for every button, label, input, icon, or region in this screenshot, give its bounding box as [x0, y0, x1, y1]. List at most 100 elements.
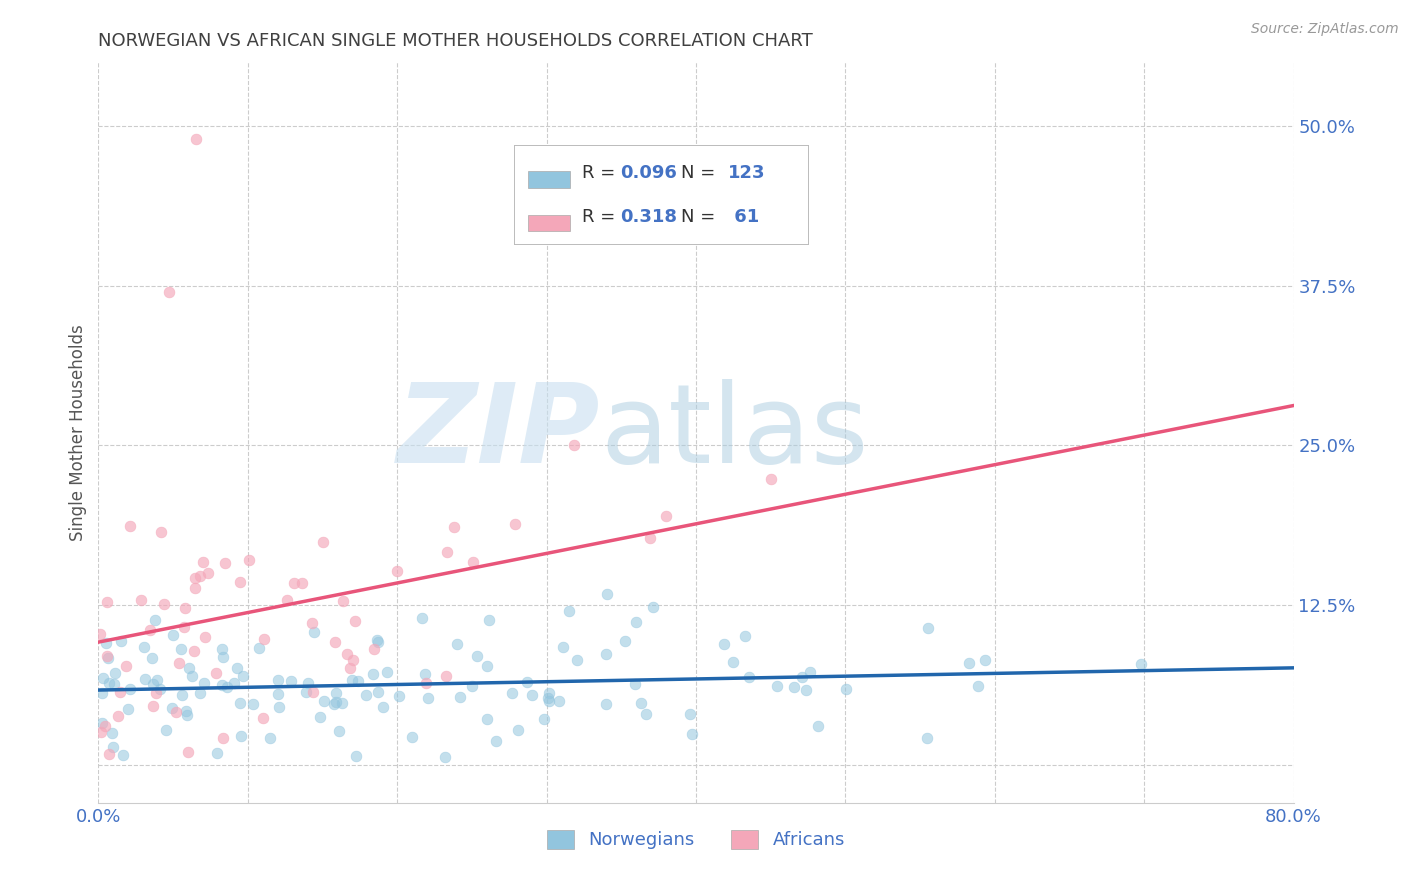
Point: [276, 593, 298, 607]
Point: [120, 518, 142, 533]
Point: [794, 682, 817, 697]
Point: [155, 723, 177, 737]
Point: [90, 715, 112, 730]
Point: [266, 673, 288, 687]
Point: [177, 745, 200, 759]
Point: [139, 623, 162, 637]
Point: [957, 656, 980, 670]
Point: [537, 690, 560, 705]
Point: [94, 636, 117, 650]
Text: Source: ZipAtlas.com: Source: ZipAtlas.com: [1251, 22, 1399, 37]
Point: [170, 642, 193, 657]
Point: [142, 698, 165, 713]
Point: [614, 634, 637, 648]
Point: [280, 673, 302, 688]
Point: [312, 693, 335, 707]
Point: [734, 629, 756, 643]
Point: [533, 713, 555, 727]
Text: atlas: atlas: [600, 379, 869, 486]
Point: [835, 682, 858, 697]
Point: [465, 648, 488, 663]
Point: [562, 438, 585, 452]
Point: [595, 648, 617, 662]
Point: [104, 665, 127, 680]
Point: [434, 669, 457, 683]
Point: [501, 686, 523, 700]
Point: [91, 671, 114, 685]
Point: [118, 682, 141, 697]
Point: [478, 613, 501, 627]
Point: [434, 749, 457, 764]
Point: [323, 698, 346, 712]
Point: [111, 747, 134, 762]
Point: [176, 708, 198, 723]
Text: N =: N =: [682, 208, 721, 226]
Point: [110, 633, 132, 648]
Point: [595, 698, 617, 712]
Point: [328, 723, 350, 738]
Point: [184, 581, 207, 595]
Point: [759, 472, 782, 486]
Point: [738, 670, 761, 684]
Point: [475, 712, 498, 726]
Point: [443, 519, 465, 533]
Point: [915, 731, 938, 745]
Point: [242, 698, 264, 712]
Point: [98, 747, 121, 762]
Point: [387, 690, 409, 704]
Point: [89, 626, 111, 640]
Point: [461, 679, 484, 693]
Point: [301, 615, 323, 630]
Point: [325, 695, 347, 709]
Point: [211, 642, 233, 657]
Point: [367, 634, 389, 648]
Point: [375, 665, 398, 680]
Point: [485, 734, 508, 748]
Point: [231, 729, 253, 743]
Point: [232, 669, 254, 683]
Point: [184, 571, 207, 585]
Point: [1130, 657, 1153, 672]
Point: [304, 625, 326, 640]
Point: [98, 676, 121, 690]
Point: [401, 730, 423, 744]
Y-axis label: Single Mother Households: Single Mother Households: [69, 325, 87, 541]
Text: R =: R =: [582, 208, 621, 226]
Point: [197, 566, 219, 580]
Text: ZIP: ZIP: [396, 379, 600, 486]
Point: [367, 685, 389, 699]
Point: [449, 690, 471, 704]
Point: [229, 574, 252, 589]
Point: [214, 556, 236, 570]
Point: [108, 685, 131, 699]
Point: [162, 627, 184, 641]
Point: [446, 637, 468, 651]
Point: [238, 553, 260, 567]
Point: [259, 731, 281, 745]
Point: [252, 711, 274, 725]
Text: 0.096: 0.096: [620, 164, 678, 182]
Point: [94, 719, 117, 733]
Point: [253, 632, 276, 646]
Point: [211, 678, 233, 692]
Point: [157, 285, 180, 300]
Point: [624, 677, 647, 691]
Legend: Norwegians, Africans: Norwegians, Africans: [540, 823, 852, 856]
Point: [520, 688, 543, 702]
Point: [183, 644, 205, 658]
Point: [247, 641, 270, 656]
Point: [205, 665, 228, 680]
Point: [332, 594, 354, 608]
Point: [117, 702, 139, 716]
Point: [461, 555, 484, 569]
Point: [267, 687, 290, 701]
Point: [191, 555, 214, 569]
Point: [917, 621, 939, 635]
Point: [212, 731, 235, 745]
Point: [226, 661, 249, 675]
Point: [301, 684, 323, 698]
Point: [143, 613, 166, 627]
Point: [160, 701, 183, 715]
Text: NORWEGIAN VS AFRICAN SINGLE MOTHER HOUSEHOLDS CORRELATION CHART: NORWEGIAN VS AFRICAN SINGLE MOTHER HOUSE…: [98, 32, 813, 50]
Point: [503, 517, 526, 532]
